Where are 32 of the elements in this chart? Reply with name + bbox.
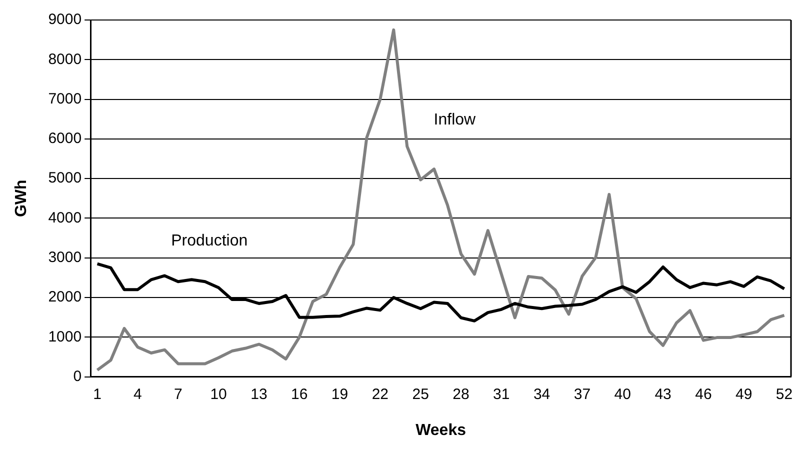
x-tick-label: 4: [134, 386, 142, 403]
x-tick-label: 13: [250, 386, 268, 403]
y-axis-title: GWh: [13, 180, 30, 218]
x-tick-label: 16: [291, 386, 308, 403]
series-label: Inflow: [434, 111, 476, 128]
x-axis-title: Weeks: [416, 422, 466, 439]
y-tick-label: 5000: [48, 170, 82, 187]
x-tick-label: 31: [493, 386, 510, 403]
x-tick-label: 28: [452, 386, 470, 403]
x-tick-label: 10: [210, 386, 227, 403]
x-tick-label: 22: [372, 386, 389, 403]
y-tick-label: 2000: [48, 288, 82, 306]
series-label: Production: [171, 232, 248, 250]
y-tick-label: 3000: [48, 249, 82, 266]
y-tick-label: 7000: [48, 90, 82, 108]
y-tick-label: 8000: [48, 50, 82, 68]
x-tick-label: 34: [533, 386, 550, 403]
x-tick-label: 19: [331, 386, 348, 403]
y-tick-label: 0: [73, 368, 82, 385]
x-tick-label: 52: [776, 386, 793, 403]
y-tick-label: 4000: [48, 209, 82, 226]
x-tick-label: 43: [654, 386, 672, 403]
x-tick-label: 7: [174, 386, 182, 403]
x-tick-label: 37: [574, 386, 591, 403]
y-tick-label: 6000: [48, 130, 82, 148]
x-tick-label: 46: [695, 386, 712, 403]
x-tick-label: 49: [736, 386, 752, 403]
x-tick-label: 25: [412, 386, 429, 403]
x-tick-label: 1: [93, 386, 102, 403]
y-tick-label: 9000: [48, 11, 82, 28]
x-tick-label: 40: [614, 386, 631, 403]
y-tick-label: 1000: [48, 328, 82, 346]
